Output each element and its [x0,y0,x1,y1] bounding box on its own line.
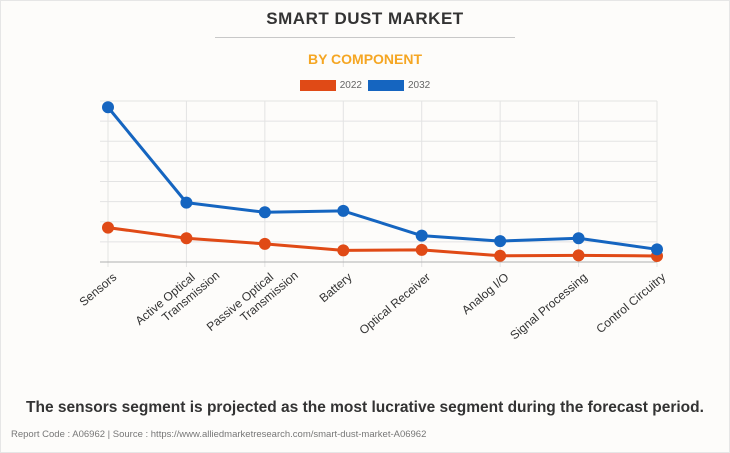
data-point-2022-signal-processing [572,249,585,262]
x-tick-label: Optical Receiver [357,270,433,337]
title-divider [215,37,515,38]
chart-title: SMART DUST MARKET [266,9,464,28]
x-tick-label: Battery [316,270,354,305]
x-tick-label: Signal Processing [507,270,590,342]
chart-subtitle: BY COMPONENT [307,51,423,67]
data-point-2022-optical-receiver [415,243,428,256]
legend: 2022 2032 [0,80,730,91]
data-point-2032-battery [337,204,350,217]
x-tick-label: Control Circuitry [593,270,668,336]
x-tick-label-line: Sensors [77,270,120,309]
data-point-2032-sensors [102,101,114,114]
x-tick-label-line: Signal Processing [507,270,590,342]
data-point-2032-optical-receiver [415,229,428,242]
data-point-2022-passive-optical-transmission [258,237,271,250]
series-line-2022 [107,226,658,258]
legend-item-2022[interactable]: 2022 [299,80,362,91]
chart-caption: The sensors segment is projected as the … [26,399,704,416]
data-point-2022-analog-i-o [494,249,507,262]
legend-label-2022: 2022 [339,80,362,91]
data-point-2022-active-optical-transmission [180,232,193,245]
x-tick-label-line: Control Circuitry [593,270,668,336]
x-tick-label: Analog I/O [459,270,511,317]
legend-label-2032: 2032 [408,80,431,91]
source-note: Report Code : A06962 | Source : https://… [11,429,427,440]
series-line-2032 [106,106,658,251]
legend-item-2032[interactable]: 2032 [368,80,430,91]
legend-swatch-2022 [299,80,336,91]
data-point-2032-control-circuitry [651,243,663,256]
data-point-2032-signal-processing [572,232,585,245]
x-tick-label-line: Battery [316,270,354,305]
x-tick-label-line: Optical Receiver [357,270,433,337]
x-tick-label: Passive OpticalTransmission [204,257,301,345]
data-point-2032-passive-optical-transmission [258,206,271,219]
data-point-2022-battery [337,244,350,257]
data-point-2032-analog-i-o [494,235,507,248]
x-tick-label: Sensors [77,270,120,309]
data-point-2032-active-optical-transmission [180,196,193,209]
data-point-2022-sensors [102,221,114,234]
x-tick-label-line: Analog I/O [459,270,511,317]
legend-swatch-2032 [368,80,404,91]
